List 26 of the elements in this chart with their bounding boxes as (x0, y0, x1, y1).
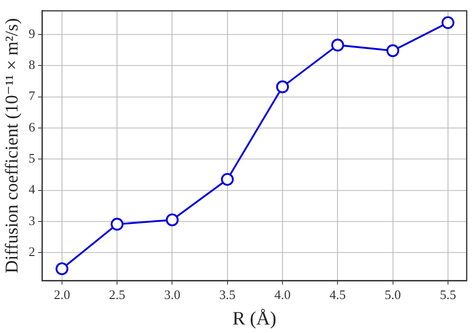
point (331, 38, 344, 52)
point (110, 218, 124, 231)
y-tick-label: 7 (28, 88, 36, 104)
y-tick-label: 9 (28, 26, 36, 41)
x-tick-label: 2.5 (108, 286, 126, 302)
x-tick-label: 5.0 (384, 286, 401, 302)
point (56, 262, 68, 276)
y-tick-label: 6 (28, 119, 36, 134)
y-tick-label: 2 (28, 244, 36, 259)
x-tick-label: 3.0 (164, 286, 180, 302)
y-tick-label: 3 (28, 212, 36, 228)
y-tick-label: 8 (28, 57, 36, 72)
x-tick-label: 4.0 (274, 286, 291, 302)
point (166, 213, 179, 226)
x-axis-title: R (Å) (232, 308, 276, 330)
x-tick-label: 5.5 (440, 286, 456, 302)
x-tick-label: 3.5 (219, 286, 236, 302)
point (276, 80, 289, 94)
y-tick-label: 5 (28, 150, 36, 166)
y-tick-label: 4 (28, 182, 36, 197)
x-tick-label: 2.0 (54, 286, 70, 302)
point (386, 44, 400, 58)
point (442, 16, 454, 30)
x-tick-label: 4.5 (330, 286, 346, 302)
y-axis-title: Diffusion coefficient (10⁻¹¹ × m²/s) (2, 18, 22, 274)
point (220, 172, 234, 186)
